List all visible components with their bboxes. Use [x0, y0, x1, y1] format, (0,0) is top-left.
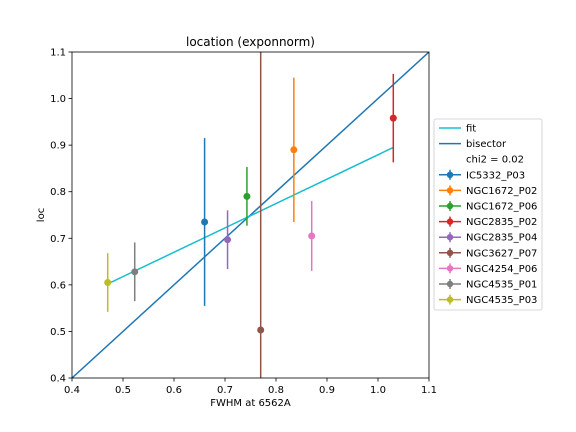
legend-series-label: IC5332_P03: [466, 170, 525, 181]
x-tick-label: 0.9: [319, 385, 335, 396]
data-point: [201, 218, 209, 226]
plot-frame: [71, 51, 430, 379]
legend-series-label: NGC3627_P07: [466, 248, 537, 259]
legend-series-label: NGC2835_P02: [466, 217, 537, 228]
plot-marks: [104, 52, 397, 378]
x-tick-label: 0.8: [268, 385, 284, 396]
legend-swatch-marker: [446, 296, 454, 303]
plot-lines: [72, 52, 429, 378]
data-point: [308, 232, 316, 240]
legend-box: [433, 118, 543, 311]
legend-series-label: NGC1672_P02: [466, 186, 537, 197]
legend-series-label: NGC2835_P04: [466, 233, 537, 244]
legend-fit-label: fit: [466, 124, 476, 135]
data-point: [224, 236, 232, 244]
y-tick-label: 0.4: [50, 374, 66, 385]
data-point: [257, 326, 265, 334]
data-point: [243, 192, 251, 200]
chart-title: location (exponnorm): [186, 35, 315, 49]
x-tick-label: 0.6: [166, 385, 182, 396]
y-tick-label: 1.0: [50, 94, 66, 105]
y-tick-label: 0.6: [50, 280, 66, 291]
legend-swatch-marker: [446, 280, 454, 288]
legend-bisector-label: bisector: [466, 139, 507, 150]
legend-series-label: NGC4535_P03: [466, 295, 537, 306]
x-tick-label: 1.1: [421, 385, 437, 396]
x-tick-label: 1.0: [370, 385, 386, 396]
y-tick-label: 0.7: [50, 234, 66, 245]
legend-swatch-marker: [446, 249, 454, 256]
legend: fit bisector chi2 = 0.02 IC5332_P03 NGC1672_…: [433, 118, 543, 311]
x-tick-label: 0.5: [115, 385, 131, 396]
data-point: [131, 268, 139, 276]
x-tick-label: 0.7: [217, 385, 233, 396]
legend-swatch-marker: [446, 265, 454, 272]
legend-swatch-marker: [446, 171, 454, 178]
y-axis-ticks: 0.4 0.5 0.6 0.7 0.8 0.9 1.0 1.1: [50, 48, 72, 385]
x-axis-ticks: 0.4 0.5 0.6 0.7 0.8 0.9 1.0 1.1: [64, 378, 437, 396]
y-tick-label: 0.9: [50, 141, 66, 152]
y-axis-label: loc: [36, 208, 47, 222]
legend-swatch-marker: [446, 218, 454, 225]
legend-series-label: NGC4535_P01: [466, 280, 537, 291]
data-point: [389, 114, 397, 122]
legend-swatch-marker: [446, 202, 454, 210]
x-axis-label: FWHM at 6562A: [210, 398, 291, 409]
data-point: [104, 279, 112, 287]
y-tick-label: 1.1: [50, 48, 66, 59]
y-tick-label: 0.8: [50, 187, 66, 198]
y-tick-label: 0.5: [50, 327, 66, 338]
legend-swatch-marker: [446, 187, 454, 194]
legend-series-label: NGC4254_P06: [466, 264, 537, 275]
legend-chi2-label: chi2 = 0.02: [466, 155, 524, 166]
legend-series-label: NGC1672_P06: [466, 202, 537, 213]
data-point: [290, 146, 298, 154]
fit-line: [107, 146, 394, 285]
x-tick-label: 0.4: [64, 385, 80, 396]
legend-swatch-marker: [446, 234, 454, 241]
